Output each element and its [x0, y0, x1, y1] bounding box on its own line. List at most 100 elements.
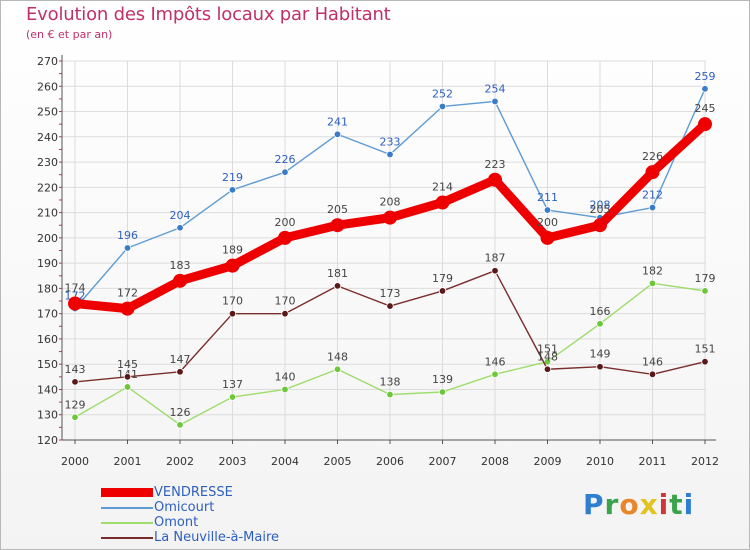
legend-swatch-la-neuville [101, 537, 153, 539]
data-point-omont [491, 370, 499, 379]
data-point-la-neuville-maire [386, 302, 394, 310]
x-tick-label: 2002 [166, 455, 194, 468]
data-label-omont: 129 [65, 398, 86, 411]
data-point-vendresse [698, 117, 712, 132]
data-point-vendresse [278, 230, 292, 245]
data-point-vendresse [173, 273, 187, 288]
y-tick-label: 150 [37, 358, 58, 371]
data-label-omicourt: 252 [432, 87, 453, 100]
data-label-vendresse: 174 [65, 282, 86, 295]
data-point-omicourt [176, 224, 184, 232]
data-point-omont [648, 279, 657, 288]
data-label-omont: 140 [275, 370, 296, 383]
data-point-la-neuville-maire [543, 365, 552, 373]
data-point-la-neuville-maire [281, 309, 289, 318]
logo-letter: i [683, 488, 695, 521]
data-point-la-neuville-maire [176, 368, 184, 376]
x-tick-label: 2008 [481, 455, 509, 468]
data-label-omont: 126 [170, 406, 191, 419]
data-label-omont: 139 [432, 373, 453, 386]
legend-swatch-omicourt [101, 507, 153, 509]
data-label-vendresse: 200 [275, 216, 296, 229]
data-point-omicourt [386, 150, 394, 159]
data-point-omont [701, 287, 709, 295]
x-tick-label: 2006 [376, 455, 404, 468]
y-tick-label: 270 [37, 55, 58, 68]
data-label-vendresse: 183 [170, 259, 191, 272]
data-point-la-neuville-maire [701, 357, 709, 366]
data-point-omont [596, 320, 604, 328]
y-tick-label: 190 [37, 257, 58, 270]
legend-label-omicourt: Omicourt [154, 500, 215, 515]
data-point-omicourt [543, 206, 552, 214]
data-point-vendresse [68, 296, 82, 311]
data-point-la-neuville-maire [333, 282, 342, 290]
data-label-omont: 137 [222, 378, 243, 391]
data-label-vendresse: 200 [537, 216, 558, 229]
data-label-la-neuville-maire: 149 [590, 348, 611, 361]
data-point-omont [176, 421, 184, 429]
data-point-omont [71, 413, 79, 421]
data-label-la-neuville-maire: 179 [432, 272, 453, 285]
data-point-omont [123, 383, 132, 391]
data-label-omicourt: 233 [380, 135, 401, 148]
data-point-vendresse [645, 165, 660, 180]
chart-title: Evolution des Impôts locaux par Habitant [26, 4, 391, 25]
data-label-vendresse: 172 [117, 287, 138, 300]
data-point-vendresse [540, 230, 555, 245]
y-tick-label: 210 [37, 207, 58, 220]
data-label-vendresse: 245 [695, 102, 716, 115]
data-label-omicourt: 219 [222, 171, 243, 184]
logo-letter: o [619, 488, 640, 521]
y-tick-label: 220 [37, 181, 58, 194]
data-point-omont [333, 365, 342, 373]
data-point-omicourt [333, 130, 342, 138]
data-point-la-neuville-maire [648, 370, 657, 379]
data-point-omicourt [491, 97, 499, 106]
x-tick-label: 2011 [639, 455, 667, 468]
data-label-vendresse: 223 [485, 158, 506, 171]
data-label-omont: 146 [485, 355, 506, 368]
x-tick-label: 2009 [534, 455, 562, 468]
data-label-omont: 148 [327, 350, 348, 363]
data-label-la-neuville-maire: 170 [222, 295, 243, 308]
data-point-la-neuville-maire [123, 373, 132, 381]
data-point-omont [281, 385, 289, 394]
y-tick-label: 240 [37, 131, 58, 144]
proxiti-logo: Proxiti [583, 488, 694, 521]
data-label-la-neuville-maire: 151 [695, 343, 716, 356]
logo-letter: t [669, 488, 684, 521]
x-tick-label: 2005 [324, 455, 352, 468]
x-tick-label: 2012 [691, 455, 719, 468]
data-label-la-neuville-maire: 145 [117, 358, 138, 371]
data-label-vendresse: 214 [432, 180, 453, 193]
data-point-omont [438, 388, 447, 396]
data-label-omont: 138 [380, 376, 401, 389]
data-label-omicourt: 241 [327, 115, 348, 128]
x-tick-label: 2010 [586, 455, 614, 468]
data-label-vendresse: 205 [327, 203, 348, 216]
legend-label-la-neuville: La Neuville-à-Maire [154, 530, 280, 545]
data-label-la-neuville-maire: 173 [380, 287, 401, 300]
chart-subtitle: (en € et par an) [26, 28, 113, 41]
data-point-omont [386, 390, 394, 399]
data-label-la-neuville-maire: 146 [642, 355, 663, 368]
data-label-vendresse: 226 [642, 150, 663, 163]
data-label-omicourt: 254 [485, 82, 506, 95]
data-label-omont: 166 [590, 305, 611, 318]
x-tick-label: 2001 [114, 455, 142, 468]
logo-letter: x [639, 488, 659, 521]
data-point-vendresse [120, 301, 135, 316]
data-label-omont: 179 [695, 272, 716, 285]
data-label-la-neuville-maire: 170 [275, 295, 296, 308]
data-label-omicourt: 204 [170, 209, 191, 222]
data-point-omicourt [648, 203, 657, 212]
data-point-la-neuville-maire [596, 363, 604, 371]
legend-label-vendresse: VENDRESSE [154, 485, 233, 500]
data-point-omicourt [701, 85, 709, 93]
data-label-omicourt: 212 [642, 189, 663, 202]
data-point-vendresse [593, 218, 607, 233]
data-label-vendresse: 205 [590, 203, 611, 216]
data-point-vendresse [435, 195, 450, 210]
